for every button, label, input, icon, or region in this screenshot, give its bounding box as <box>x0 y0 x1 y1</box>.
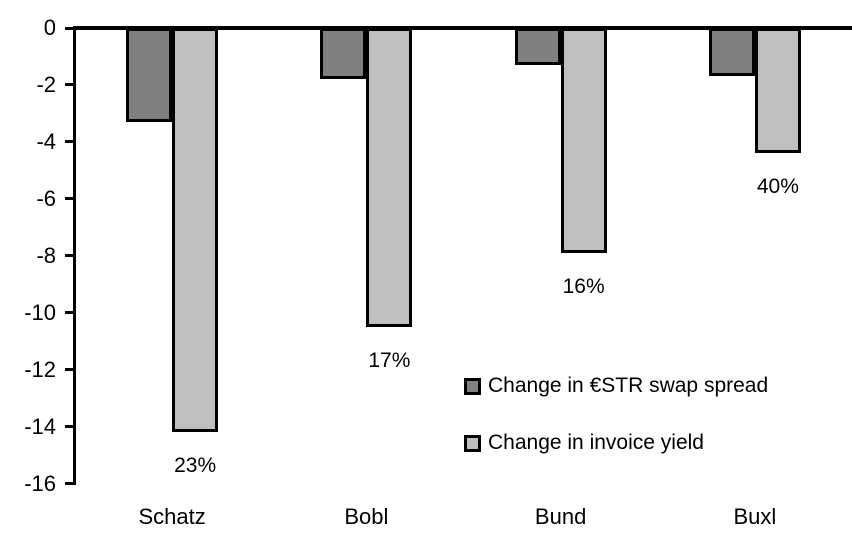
category-label-schatz: Schatz <box>138 504 206 529</box>
y-axis-tick-label: -6 <box>36 185 56 211</box>
legend-item-swap-spread: Change in €STR swap spread <box>464 374 768 398</box>
legend-item-invoice-yield: Change in invoice yield <box>464 431 768 455</box>
y-axis-tick <box>65 425 76 429</box>
y-axis-line <box>73 26 76 485</box>
y-axis-tick <box>65 26 76 30</box>
bar-schatz-invoice-yield <box>172 28 219 433</box>
category-label-bobl: Bobl <box>344 504 389 529</box>
bar-label-schatz: 23% <box>174 454 217 478</box>
bar-bund-invoice-yield <box>560 28 607 253</box>
bar-bobl-swap-spread <box>320 28 367 80</box>
bar-schatz-swap-spread <box>126 28 173 122</box>
y-axis-tick <box>65 83 76 87</box>
y-axis-tick-label: -4 <box>36 128 56 154</box>
y-axis-tick <box>65 368 76 372</box>
bar-buxl-swap-spread <box>708 28 755 77</box>
legend-label-swap-spread: Change in €STR swap spread <box>488 374 769 397</box>
bar-bund-swap-spread <box>514 28 561 65</box>
y-axis-tick <box>65 140 76 144</box>
bar-bobl-invoice-yield <box>366 28 413 327</box>
category-label-bund: Bund <box>534 504 587 529</box>
y-axis-tick-label: -16 <box>24 470 56 496</box>
zero-line <box>73 26 852 30</box>
legend-label-invoice-yield: Change in invoice yield <box>488 431 704 454</box>
y-axis-tick <box>65 197 76 201</box>
y-axis-tick <box>65 311 76 315</box>
category-label-buxl: Buxl <box>733 504 777 529</box>
y-axis-tick-label: -12 <box>24 356 56 382</box>
y-axis-tick-label: -14 <box>24 413 56 439</box>
bar-label-bund: 16% <box>562 274 605 298</box>
legend-swatch-dark-icon <box>464 377 481 395</box>
y-axis-tick <box>65 482 76 485</box>
bar-label-bobl: 17% <box>368 348 411 372</box>
y-axis-tick-label: -8 <box>36 242 56 268</box>
y-axis-tick-label: -2 <box>36 71 56 97</box>
y-axis-tick-label: 0 <box>43 15 56 40</box>
y-axis-tick-label: -10 <box>24 299 56 325</box>
legend-swatch-light-icon <box>464 434 481 452</box>
legend: Change in €STR swap spread Change in inv… <box>464 374 768 455</box>
bar-buxl-invoice-yield <box>754 28 801 154</box>
bar-label-buxl: 40% <box>756 175 799 199</box>
y-axis-tick <box>65 254 76 258</box>
